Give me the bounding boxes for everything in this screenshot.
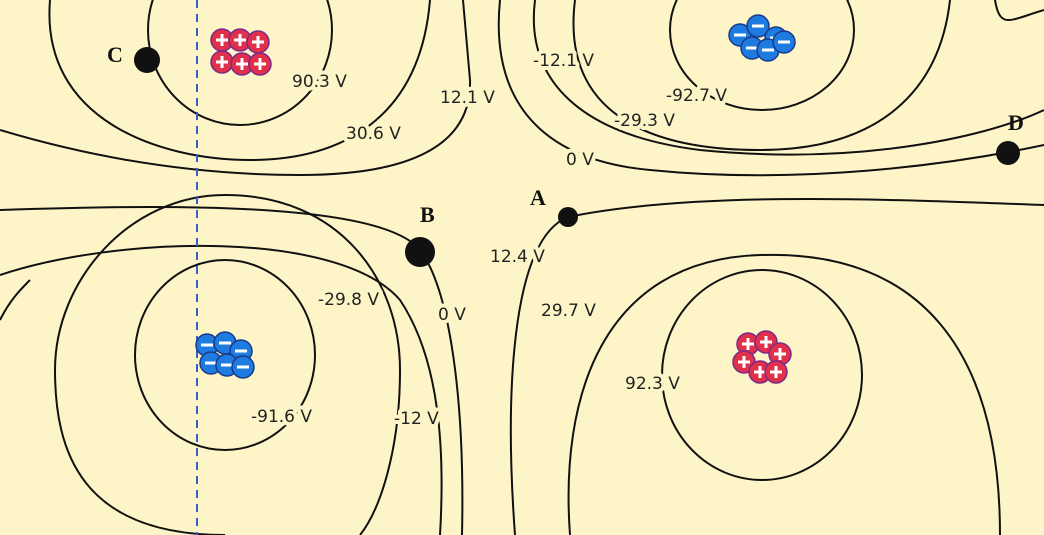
contour-label: -12.1 V	[533, 51, 594, 71]
contour-label: 0 V	[438, 305, 466, 325]
point-label: B	[420, 202, 435, 227]
point-d	[996, 141, 1020, 165]
point-c	[134, 47, 160, 73]
contour-label: -92.7 V	[666, 86, 727, 106]
contour-label: -29.3 V	[614, 111, 675, 131]
contour-label: -12 V	[394, 409, 439, 429]
background	[0, 0, 1044, 535]
contour-label: 30.6 V	[346, 124, 401, 144]
point-a	[558, 207, 578, 227]
point-label: D	[1008, 110, 1024, 135]
equipotential-diagram: 90.3 V 30.6 V 12.1 V -12.1 V -92.7 V -29.3 V 0…	[0, 0, 1044, 535]
contour-label: 0 V	[566, 150, 594, 170]
contour-label: 29.7 V	[541, 301, 596, 321]
contour-label: -91.6 V	[251, 407, 312, 427]
contour-label: 12.4 V	[490, 247, 545, 267]
contour-label: 12.1 V	[440, 88, 495, 108]
contour-label: 90.3 V	[292, 72, 347, 92]
point-b	[405, 237, 435, 267]
point-label: C	[107, 42, 123, 67]
contour-label: -29.8 V	[318, 290, 379, 310]
contour-label: 92.3 V	[625, 374, 680, 394]
point-label: A	[530, 185, 546, 210]
